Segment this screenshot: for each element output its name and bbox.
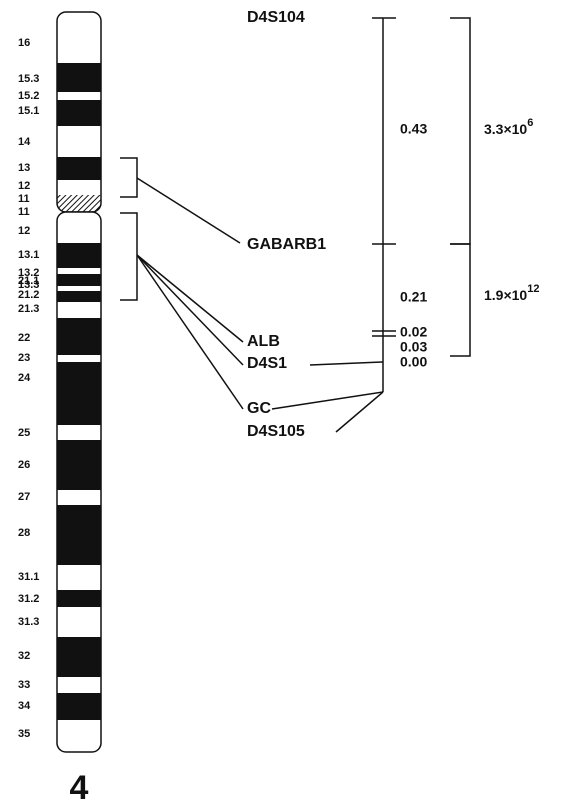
band-label: 14 [18,136,31,148]
q-arm [57,212,101,752]
connector [310,362,383,365]
band-label: 35 [18,728,30,740]
odds-label: 1.9×1012 [484,283,539,303]
band-label: 11 [18,193,30,205]
marker-label: D4S104 [247,9,305,26]
marker-label: GC [247,400,271,417]
band-label: 28 [18,527,30,539]
band-label: 13.1 [18,249,39,261]
connector [137,255,243,342]
band-label: 31.1 [18,571,39,583]
band-label: 12 [18,180,30,192]
marker-label: D4S1 [247,355,287,372]
band-label: 21.3 [18,303,39,315]
band-label: 33 [18,679,30,691]
diagram: 4 1615.315.215.114131211111213.113.213.3… [0,0,583,808]
band-label: 23 [18,352,30,364]
connector [137,178,240,243]
bracket [450,18,470,244]
band-label: 15.2 [18,90,39,102]
band-label: 22 [18,332,30,344]
odds-base: 3.3×10 [484,121,527,137]
band-label: 15.3 [18,73,39,85]
distance-label: 0.02 [400,324,427,340]
marker-label: D4S105 [247,423,305,440]
band-label: 26 [18,459,30,471]
odds-exponent: 6 [527,117,533,129]
odds-label: 3.3×106 [484,117,533,137]
band-label: 24 [18,372,31,384]
chromosome-number: 4 [70,769,89,807]
band-label: 32 [18,650,30,662]
bracket [120,213,137,300]
band-label: 31.3 [18,616,39,628]
band-label: 27 [18,491,30,503]
connector [137,255,243,365]
distance-label: 0.00 [400,354,427,370]
distance-label: 0.21 [400,289,427,305]
p-arm [57,12,101,212]
band-label: 11 [18,206,30,218]
odds-exponent: 12 [527,283,539,295]
distance-label: 0.43 [400,121,427,137]
connector [137,255,243,409]
band-label: 13 [18,162,30,174]
band-label: 21.1 [18,275,39,287]
band-label: 31.2 [18,593,39,605]
band-label: 15.1 [18,105,39,117]
bracket [120,158,137,197]
band-label: 25 [18,427,30,439]
bracket [450,244,470,356]
band-label: 16 [18,37,30,49]
odds-base: 1.9×10 [484,287,527,303]
band-label: 21.2 [18,289,39,301]
distance-label: 0.03 [400,339,427,355]
marker-label: ALB [247,333,280,350]
band-label: 12 [18,225,30,237]
marker-label: GABARB1 [247,236,326,253]
band-label: 34 [18,700,31,712]
